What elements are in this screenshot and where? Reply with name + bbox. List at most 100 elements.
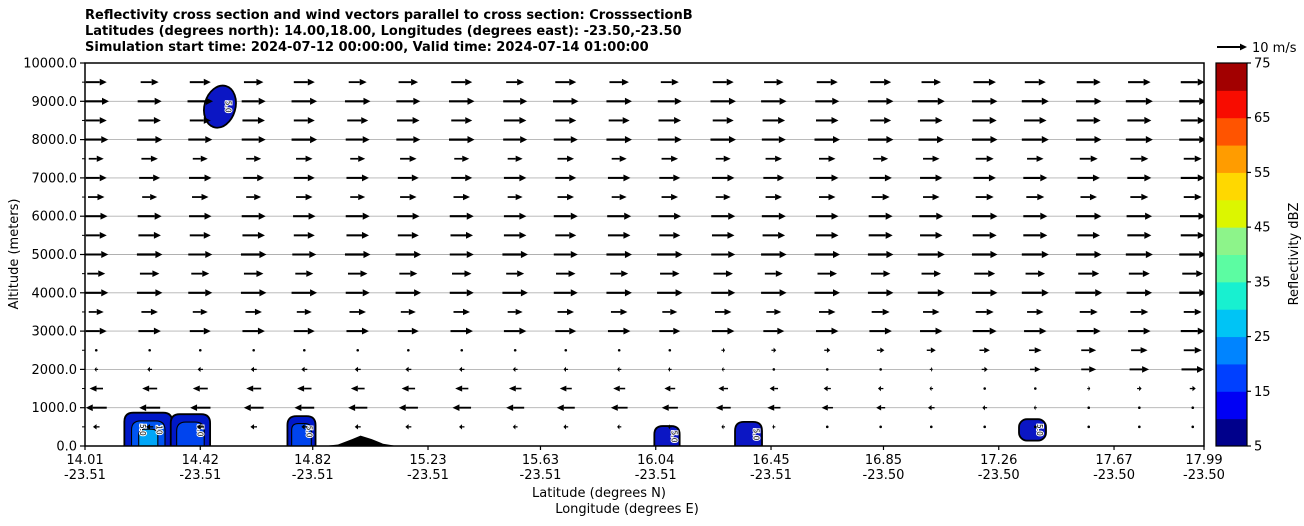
colorbar-segment <box>1216 336 1247 365</box>
wind-arrow-head <box>728 136 736 144</box>
colorbar-label: Reflectivity dBZ <box>1287 203 1302 306</box>
wind-arrow-head <box>517 78 525 86</box>
wind-arrow-head <box>1196 270 1204 278</box>
wind-arrow-head <box>1038 270 1046 277</box>
wind-arrow-head <box>254 308 262 316</box>
wind-arrow-head <box>569 117 577 124</box>
wind-arrow-head <box>723 193 731 201</box>
x-axis-label-longitude: Longitude (degrees E) <box>555 502 699 517</box>
wind-arrow-head <box>152 270 160 277</box>
wind-arrow-head <box>506 404 514 411</box>
wind-arrow-head <box>715 404 723 411</box>
wind-arrow-head <box>99 78 107 86</box>
wind-arrow-head <box>990 97 998 105</box>
wind-arrow-head <box>310 136 318 144</box>
wind-arrow-head <box>413 136 421 144</box>
wind-arrow-head <box>362 289 370 297</box>
wind-arrow-head <box>1197 365 1204 373</box>
wind-arrow-head <box>515 193 523 201</box>
wind-arrow-head <box>517 270 525 277</box>
wind-arrow-head <box>455 385 463 392</box>
reference-arrow-label: 10 m/s <box>1252 41 1297 56</box>
colorbar-segment <box>1216 309 1247 338</box>
wind-arrow-head <box>519 117 527 124</box>
wind-arrow-head <box>519 212 527 220</box>
wind-arrow-head <box>362 212 370 220</box>
wind-arrow-head <box>728 97 736 105</box>
wind-arrow-head <box>567 308 575 316</box>
contour-label: 5.0 <box>195 425 204 437</box>
wind-arrow-head <box>886 97 894 105</box>
wind-calm-dot <box>825 368 829 371</box>
reflectivity-patch <box>653 425 681 446</box>
wind-arrow-head <box>882 308 890 316</box>
wind-arrow-head <box>569 327 577 335</box>
wind-arrow-head <box>623 231 631 239</box>
wind-arrow-head <box>936 212 944 220</box>
wind-arrow-head <box>884 174 892 182</box>
wind-arrow-head <box>1144 116 1152 124</box>
wind-arrow-head <box>1194 155 1202 162</box>
reflectivity-patch <box>734 420 763 446</box>
wind-arrow-head <box>778 212 786 220</box>
wind-arrow-head <box>257 231 265 239</box>
wind-arrow-head <box>307 231 315 239</box>
wind-arrow-head <box>934 78 942 86</box>
wind-arrow-head <box>674 212 682 220</box>
wind-arrow-head <box>984 366 988 373</box>
wind-arrow-head <box>246 385 254 392</box>
wind-arrow-head <box>932 308 940 316</box>
wind-calm-dot <box>564 348 568 352</box>
wind-arrow-head <box>101 289 109 297</box>
wind-arrow-head <box>452 404 460 411</box>
wind-arrow-head <box>673 174 681 182</box>
wind-arrow-head <box>672 270 680 277</box>
wind-arrow-head <box>624 250 632 259</box>
colorbar-segment <box>1216 391 1247 420</box>
wind-arrow-head <box>258 97 266 105</box>
x-tick-label-lat: 17.99 <box>1185 453 1222 468</box>
wind-arrow-head <box>257 174 265 182</box>
wind-calm-dot <box>460 348 464 352</box>
wind-arrow-head <box>1093 327 1101 335</box>
x-tick-label-lon: -23.50 <box>863 468 905 483</box>
wind-arrow-head <box>362 136 370 144</box>
wind-arrow-head <box>301 366 305 373</box>
wind-arrow-head <box>190 404 198 412</box>
wind-arrow-head <box>1194 193 1202 201</box>
wind-arrow-head <box>664 385 671 392</box>
wind-arrow-head <box>831 327 839 335</box>
x-tick-label-lat: 14.82 <box>294 453 331 468</box>
wind-arrow-head <box>1093 78 1101 86</box>
wind-arrow-head <box>205 250 213 259</box>
wind-arrow-head <box>773 347 777 353</box>
wind-arrow-head <box>294 404 302 412</box>
wind-calm-dot <box>1191 406 1195 410</box>
axes-group: 0.0 1000.0 2000.0 3000.0 4000.0 5000.0 6000.0 7… <box>23 57 1225 484</box>
wind-arrow-head <box>1140 347 1148 354</box>
y-tick-label: 10000.0 <box>23 57 77 72</box>
y-tick-label: 8000.0 <box>32 133 78 148</box>
wind-arrow-head <box>831 174 839 182</box>
wind-arrow-head <box>881 155 889 162</box>
colorbar-tick-label: 75 <box>1254 57 1271 72</box>
wind-arrow-head <box>405 366 409 373</box>
wind-arrow-head <box>146 424 151 430</box>
wind-arrow-head <box>673 327 681 335</box>
wind-arrow-head <box>570 289 578 297</box>
wind-arrow-head <box>308 212 316 220</box>
wind-arrow-head <box>1145 289 1153 297</box>
wind-arrow-head <box>250 366 254 373</box>
wind-arrow-head <box>153 117 161 124</box>
y-tick-label: 9000.0 <box>32 95 78 110</box>
wind-arrow-head <box>931 366 933 372</box>
wind-arrow-head <box>610 404 618 411</box>
wind-arrow-head <box>886 136 894 144</box>
colorbar-tick-label: 15 <box>1254 385 1271 400</box>
wind-arrow-head <box>988 78 996 86</box>
wind-arrow-head <box>360 270 368 277</box>
wind-arrow-head <box>410 270 418 277</box>
wind-arrow-head <box>884 117 892 124</box>
wind-arrow-head <box>1039 327 1047 335</box>
wind-arrow-head <box>408 308 416 316</box>
